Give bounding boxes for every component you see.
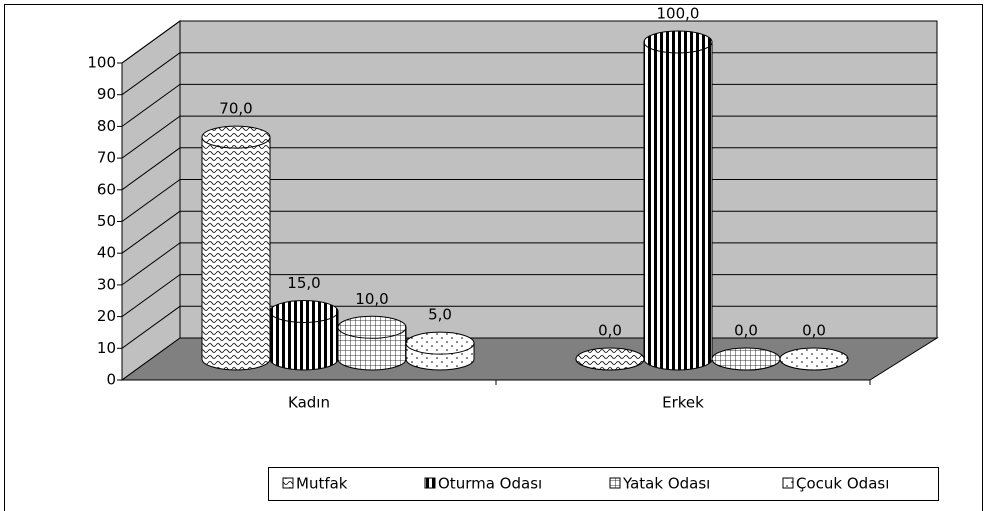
cylinder-top (711, 347, 781, 371)
cylinder-top (337, 315, 407, 339)
grid-line (121, 242, 181, 286)
cylinder-top (269, 299, 339, 323)
grid-line (121, 179, 181, 222)
legend-label: Oturma Odası (438, 475, 542, 493)
y-tick-label: 30 (97, 275, 116, 293)
chart-frame (4, 4, 983, 511)
legend-label: Mutfak (296, 475, 348, 493)
value-label: 100,0 (657, 5, 700, 23)
legend-box (268, 467, 939, 501)
y-tick-label: 0 (106, 371, 116, 389)
value-label: 70,0 (219, 100, 252, 118)
cylinder-top (201, 125, 271, 149)
grid-line (121, 20, 181, 64)
x-tick-label: Kadın (288, 394, 330, 412)
grid-line (121, 274, 181, 318)
value-label: 5,0 (428, 306, 452, 324)
grid-line (121, 83, 181, 127)
cylinder-body (337, 326, 407, 371)
legend-marker (609, 477, 621, 489)
y-tick-label: 80 (97, 117, 116, 135)
value-label: 0,0 (734, 322, 758, 340)
y-tick-label: 90 (97, 85, 116, 103)
legend-marker (424, 477, 436, 489)
legend-label: Çocuk Odası (796, 475, 889, 493)
grid-line (121, 52, 181, 96)
cylinder-top (405, 331, 475, 355)
x-tick-label: Erkek (662, 394, 704, 412)
y-tick-label: 60 (97, 180, 116, 198)
grid-line (121, 147, 181, 191)
grid-line (121, 305, 181, 349)
cylinder-body (643, 41, 713, 371)
y-tick-label: 70 (97, 149, 116, 167)
y-tick-label: 20 (97, 307, 116, 325)
legend-marker (782, 477, 794, 489)
y-tick-label: 50 (97, 212, 116, 230)
cylinder-top (779, 347, 849, 371)
cylinder-body (269, 310, 339, 371)
cylinder-body (201, 136, 271, 371)
y-tick-label: 10 (97, 339, 116, 357)
legend-marker (282, 477, 294, 489)
value-label: 0,0 (802, 322, 826, 340)
y-tick-label: 40 (97, 244, 116, 262)
cylinder-top (643, 30, 713, 54)
grid-line (121, 115, 181, 159)
cylinder-top (575, 347, 645, 371)
value-label: 10,0 (355, 290, 388, 308)
y-tick-label: 100 (87, 54, 116, 72)
value-label: 15,0 (287, 274, 320, 292)
legend-label: Yatak Odası (622, 475, 710, 493)
value-label: 0,0 (598, 322, 622, 340)
grid-line (121, 210, 181, 254)
